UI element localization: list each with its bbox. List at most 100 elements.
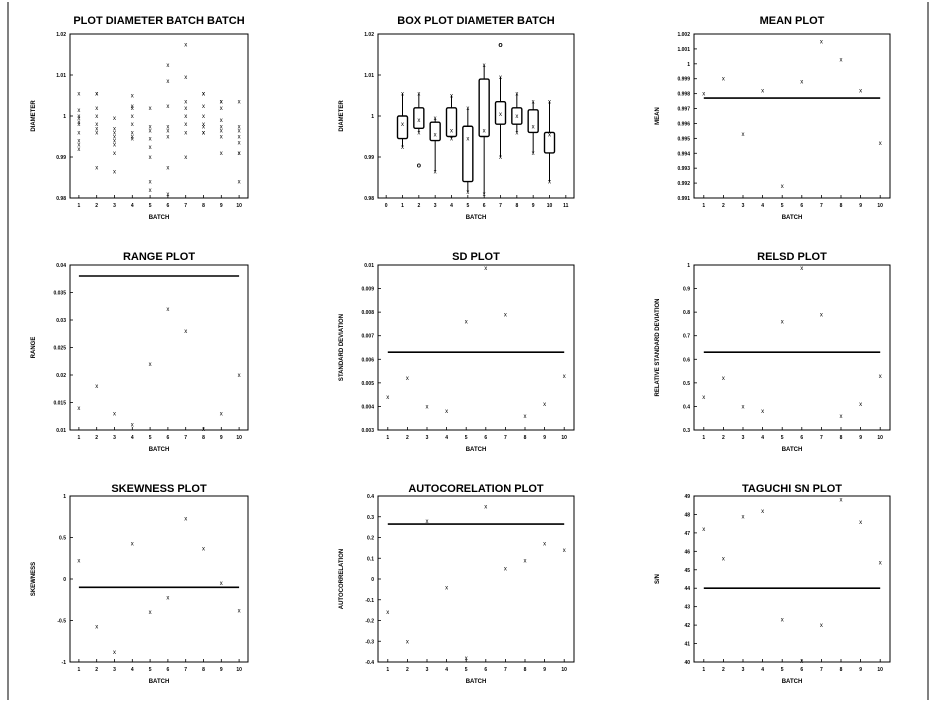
data-point: x [445,585,448,591]
x-tick-label: 8 [515,203,518,209]
data-point: x [524,558,527,564]
y-axis-label: DIAMETER [339,100,345,132]
data-point: x [859,89,862,95]
y-tick-label: -0.3 [365,639,374,645]
y-tick-label: 41 [684,642,690,648]
x-axis-label: BATCH [149,215,170,221]
plot-frame [377,264,575,431]
y-tick-label: 0.4 [683,404,690,410]
x-tick-label: 4 [131,667,134,673]
data-point: x [77,139,80,145]
x-tick-label: 7 [820,667,823,673]
x-tick-label: 10 [547,203,553,209]
data-point: x [238,180,241,186]
data-point: x [184,155,187,161]
x-tick-label: 8 [524,435,527,441]
y-tick-label: 0.015 [53,401,66,407]
x-tick-label: 1 [401,203,404,209]
data-point: x [238,151,241,157]
data-point: x [95,165,98,171]
y-tick-label: -0.2 [365,619,374,625]
box-whisker-cap-min: x [450,137,453,143]
data-point: x [166,192,169,198]
data-point: x [879,560,882,566]
y-tick-label: 1.01 [364,73,374,79]
data-point: x [761,89,764,95]
data-point: x [879,374,882,380]
y-tick-label: 0.9 [683,287,690,293]
data-point: x [202,91,205,97]
x-tick-label: 10 [877,435,883,441]
data-point: x [113,130,116,136]
y-tick-label: 0.03 [56,318,66,324]
y-tick-label: -0.4 [365,660,374,666]
y-axis-label: AUTOCORRELATION [339,549,345,609]
chart-title: TAGUCHI SN PLOT [742,483,842,495]
box-mean-marker: x [548,132,551,138]
y-tick-label: 48 [684,512,690,518]
x-tick-label: 5 [149,667,152,673]
data-point: x [131,541,134,547]
x-tick-label: 6 [167,667,170,673]
x-tick-label: 9 [859,435,862,441]
data-point: x [465,320,468,326]
chart-title: RELSD PLOT [757,251,827,263]
data-point: x [465,656,468,662]
data-point: x [426,404,429,410]
data-point: x [95,624,98,630]
data-point: x [149,137,152,143]
x-tick-label: 7 [184,435,187,441]
y-tick-label: 0.999 [677,77,690,83]
x-tick-label: 5 [149,203,152,209]
box-whisker-cap-max: x [466,106,469,112]
data-point: x [702,92,705,98]
data-point: x [149,124,152,130]
box-whisker-cap-max: x [417,91,420,97]
data-point: x [77,116,80,122]
x-tick-label: 4 [445,667,448,673]
y-tick-label: 0.4 [367,494,374,500]
x-tick-label: 11 [563,203,569,209]
data-point: x [131,135,134,141]
x-tick-label: 1 [78,203,81,209]
x-tick-label: 6 [800,435,803,441]
y-tick-label: -0.1 [365,598,374,604]
data-point: x [220,124,223,130]
x-tick-label: 4 [761,667,764,673]
y-tick-label: 0.998 [677,92,690,98]
chart-box-plot: BOX PLOT DIAMETER BATCH BATCH DIAMETER 0 1 2 3… [339,15,575,221]
box-whisker-cap-max: x [401,91,404,97]
x-tick-label: 6 [167,435,170,441]
data-point: x [504,313,507,319]
data-point: x [166,128,169,134]
box-mean-marker: x [450,128,453,134]
x-tick-label: 7 [504,435,507,441]
x-tick-label: 3 [742,203,745,209]
data-point: x [184,329,187,335]
data-point: x [220,128,223,134]
data-point: x [202,104,205,110]
chart-title: MEAN PLOT [760,15,825,27]
y-tick-label: 0.007 [361,334,374,340]
x-tick-label: 10 [236,667,242,673]
box-mean-marker: x [499,112,502,118]
y-axis-label: S/N [655,574,661,584]
box [527,109,539,134]
box [445,107,458,138]
data-point: x [238,128,241,134]
data-point: x [131,130,134,136]
chart-title: SD PLOT [452,251,500,263]
box-mean-marker: x [417,118,420,124]
box-whisker-cap-min: x [401,145,404,151]
x-axis-label: BATCH [782,679,803,685]
data-point: x [77,122,80,128]
y-tick-label: 0.992 [677,181,690,187]
data-point: x [238,124,241,130]
box-mean-marker: x [483,128,486,134]
x-tick-label: 7 [504,667,507,673]
data-point: x [149,362,152,368]
y-tick-label: 0.996 [677,121,690,127]
data-point: x [131,423,134,429]
y-tick-label: 0.8 [683,310,690,316]
